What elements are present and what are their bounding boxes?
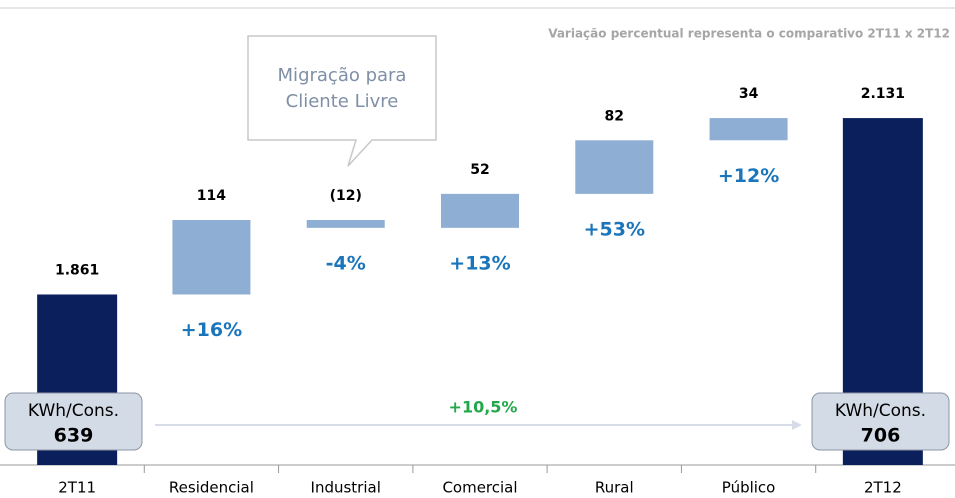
x-tick-label: Residencial [169,479,254,497]
delta-bar [575,140,654,194]
x-tick-label: Industrial [311,479,381,497]
delta-bar [172,220,251,295]
value-label: 82 [605,108,624,124]
x-tick-label: Comercial [442,479,517,497]
kwh-value: 639 [54,425,94,447]
x-tick-label: Público [722,479,776,497]
change-label: +12% [718,165,779,187]
delta-bar [709,118,788,141]
delta-bar [306,220,385,228]
x-tick-label: 2T12 [864,479,902,497]
change-label: -4% [326,252,366,274]
kwh-change: +10,5% [449,398,518,417]
value-label: 2.131 [861,86,905,102]
x-tick-label: 2T11 [58,479,96,497]
change-label: +13% [449,252,510,274]
callout-line: Migração para [278,65,407,86]
change-label: +16% [181,319,242,341]
value-label: 1.861 [55,262,99,278]
value-label: 52 [470,162,489,178]
value-label: 114 [197,188,226,204]
note: Variação percentual representa o compara… [548,27,950,41]
callout-line: Cliente Livre [286,91,399,112]
delta-bar [441,193,519,228]
trend-arrow-head [792,420,802,430]
callout-box [247,35,437,167]
change-label: +53% [584,218,645,240]
kwh-box [811,392,950,451]
kwh-box [4,392,143,451]
x-tick-label: Rural [595,479,634,497]
kwh-label: KWh/Cons. [28,401,119,421]
value-label: (12) [330,188,362,204]
value-label: 34 [739,86,759,102]
kwh-value: 706 [861,425,901,447]
kwh-label: KWh/Cons. [835,401,926,421]
